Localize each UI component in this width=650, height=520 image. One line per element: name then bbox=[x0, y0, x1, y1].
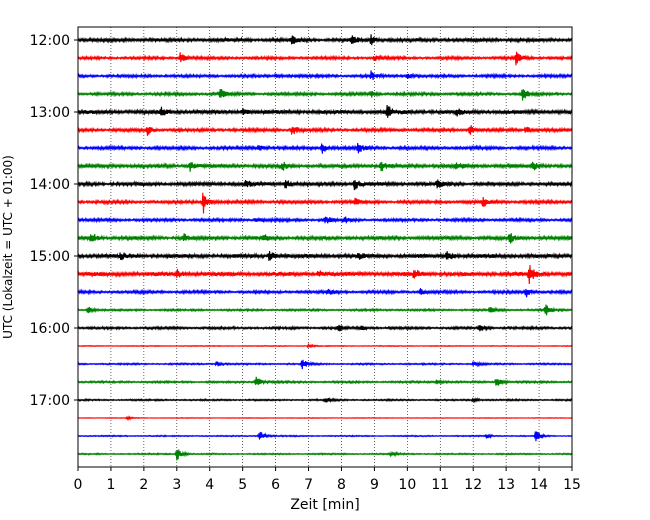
trace-1330 bbox=[77, 143, 573, 154]
trace-1515 bbox=[77, 264, 573, 285]
vertical-gridlines bbox=[110, 27, 540, 467]
trace-1430 bbox=[77, 216, 573, 224]
trace-1415 bbox=[77, 192, 573, 214]
trace-1715 bbox=[77, 415, 573, 421]
trace-1745 bbox=[77, 449, 573, 461]
trace-1315 bbox=[77, 125, 573, 136]
seismogram-traces bbox=[77, 34, 573, 461]
trace-1400 bbox=[77, 179, 573, 191]
y-tick-label: 14:00 bbox=[30, 177, 70, 193]
x-tick-label: 10 bbox=[398, 477, 416, 493]
x-tick-label: 12 bbox=[464, 477, 482, 493]
trace-1730 bbox=[77, 431, 573, 442]
y-tick-label: 13:00 bbox=[30, 105, 70, 121]
x-tick-label: 5 bbox=[238, 477, 247, 493]
x-tick-label: 11 bbox=[431, 477, 449, 493]
x-tick-label: 15 bbox=[563, 477, 581, 493]
trace-1700 bbox=[77, 396, 573, 404]
x-tick-label: 14 bbox=[530, 477, 548, 493]
x-tick-label: 7 bbox=[304, 477, 313, 493]
x-tick-label: 2 bbox=[139, 477, 148, 493]
plot-frame bbox=[77, 26, 573, 468]
x-axis-label: Zeit [min] bbox=[290, 497, 359, 513]
trace-1545 bbox=[77, 304, 573, 316]
trace-1245 bbox=[77, 89, 573, 101]
trace-1600 bbox=[77, 324, 573, 332]
y-axis-ticks: 12:00 13:00 14:00 15:00 16:00 17:00 bbox=[30, 33, 78, 409]
x-tick-label: 1 bbox=[106, 477, 115, 493]
trace-1615 bbox=[77, 342, 573, 349]
x-axis-ticks: 0 1 2 3 4 5 6 7 8 9 10 11 12 13 14 15 bbox=[74, 467, 581, 493]
x-tick-label: 4 bbox=[205, 477, 214, 493]
x-tick-label: 3 bbox=[172, 477, 181, 493]
trace-1445 bbox=[77, 233, 573, 244]
y-tick-label: 15:00 bbox=[30, 249, 70, 265]
x-tick-label: 0 bbox=[74, 477, 83, 493]
trace-1230 bbox=[77, 70, 573, 80]
y-tick-label: 16:00 bbox=[30, 321, 70, 337]
y-axis-label: UTC (Lokalzeit = UTC + 01:00) bbox=[1, 155, 15, 339]
trace-1530 bbox=[77, 288, 573, 298]
x-tick-label: 6 bbox=[271, 477, 280, 493]
trace-1345 bbox=[77, 161, 573, 172]
trace-1630 bbox=[77, 359, 573, 370]
trace-1500 bbox=[77, 250, 573, 261]
x-tick-label: 9 bbox=[370, 477, 379, 493]
x-tick-label: 13 bbox=[497, 477, 515, 493]
trace-1645 bbox=[77, 376, 573, 386]
y-tick-label: 12:00 bbox=[30, 33, 70, 49]
x-tick-label: 8 bbox=[337, 477, 346, 493]
trace-1300 bbox=[77, 105, 573, 118]
y-tick-label: 17:00 bbox=[30, 393, 70, 409]
trace-1200 bbox=[77, 34, 573, 46]
trace-1215 bbox=[77, 51, 573, 66]
